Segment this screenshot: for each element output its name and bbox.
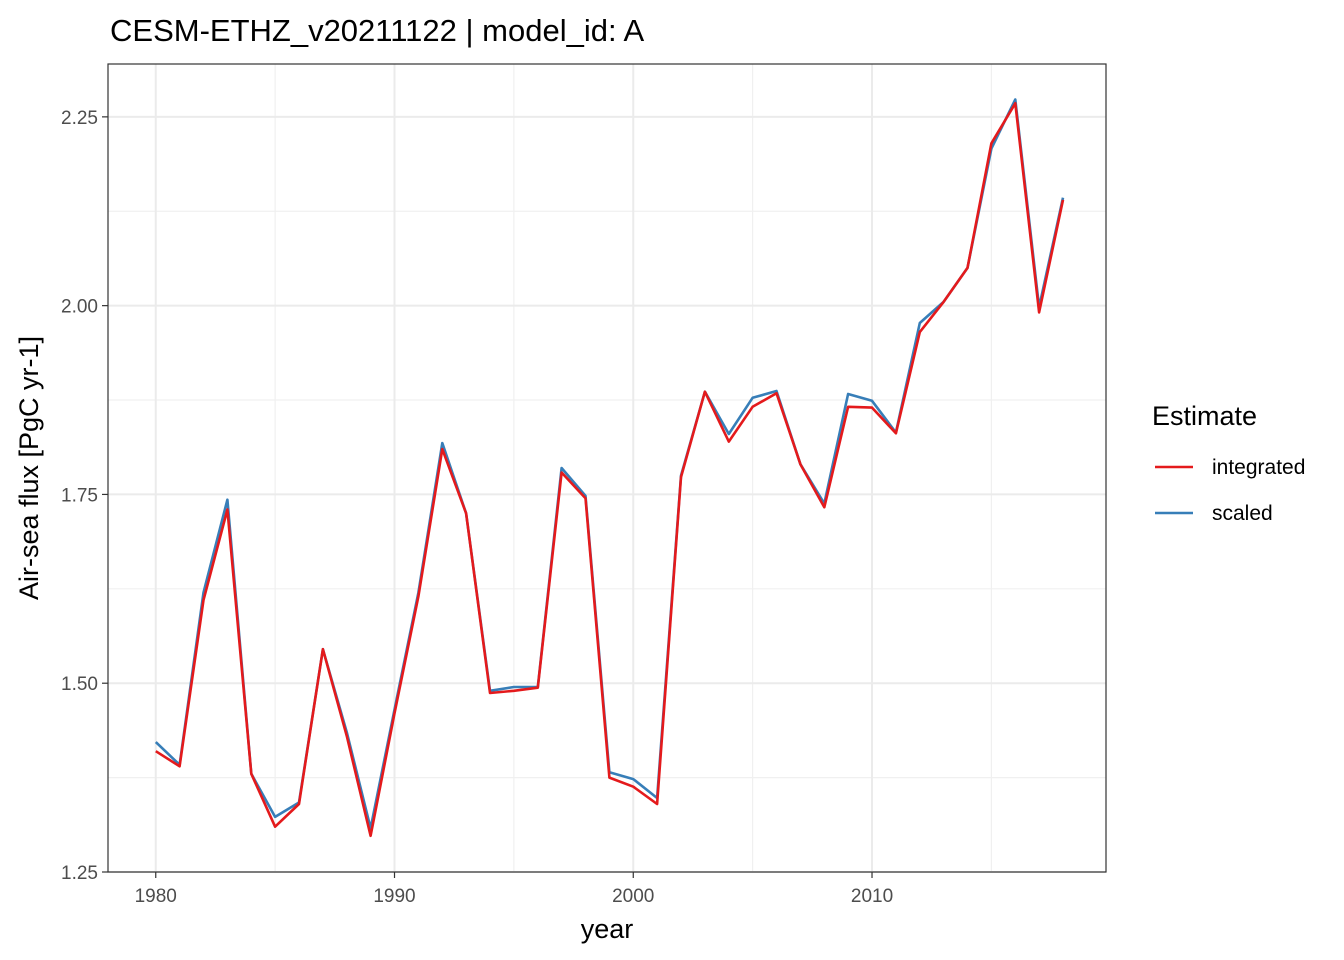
x-tick-label: 2000 bbox=[612, 886, 654, 907]
legend: Estimate integrated scaled bbox=[1152, 401, 1305, 525]
y-tick-label: 1.75 bbox=[61, 485, 98, 506]
series-lines bbox=[154, 98, 1065, 838]
y-tick-label: 2.25 bbox=[61, 108, 98, 129]
major-gridlines bbox=[108, 64, 1106, 873]
x-axis-title: year bbox=[581, 914, 634, 944]
y-axis-title: Air-sea flux [PgC yr-1] bbox=[14, 336, 44, 600]
x-axis: 1980 1990 2000 2010 bbox=[135, 872, 893, 907]
y-axis: 1.25 1.50 1.75 2.00 2.25 bbox=[61, 108, 108, 884]
y-tick-label: 2.00 bbox=[61, 297, 98, 318]
legend-label-integrated: integrated bbox=[1212, 456, 1305, 479]
minor-gridlines bbox=[108, 64, 1106, 872]
y-tick-label: 1.50 bbox=[61, 674, 98, 695]
chart-title: CESM-ETHZ_v20211122 | model_id: A bbox=[110, 13, 644, 48]
legend-title: Estimate bbox=[1152, 401, 1257, 431]
x-tick-label: 1980 bbox=[135, 886, 177, 907]
series-line-integrated bbox=[155, 102, 1065, 838]
plot-panel bbox=[107, 63, 1107, 873]
legend-label-scaled: scaled bbox=[1212, 502, 1273, 525]
x-tick-label: 2010 bbox=[851, 886, 893, 907]
plot-border bbox=[107, 63, 1107, 873]
x-tick-label: 1990 bbox=[373, 886, 415, 907]
y-tick-label: 1.25 bbox=[61, 863, 98, 884]
